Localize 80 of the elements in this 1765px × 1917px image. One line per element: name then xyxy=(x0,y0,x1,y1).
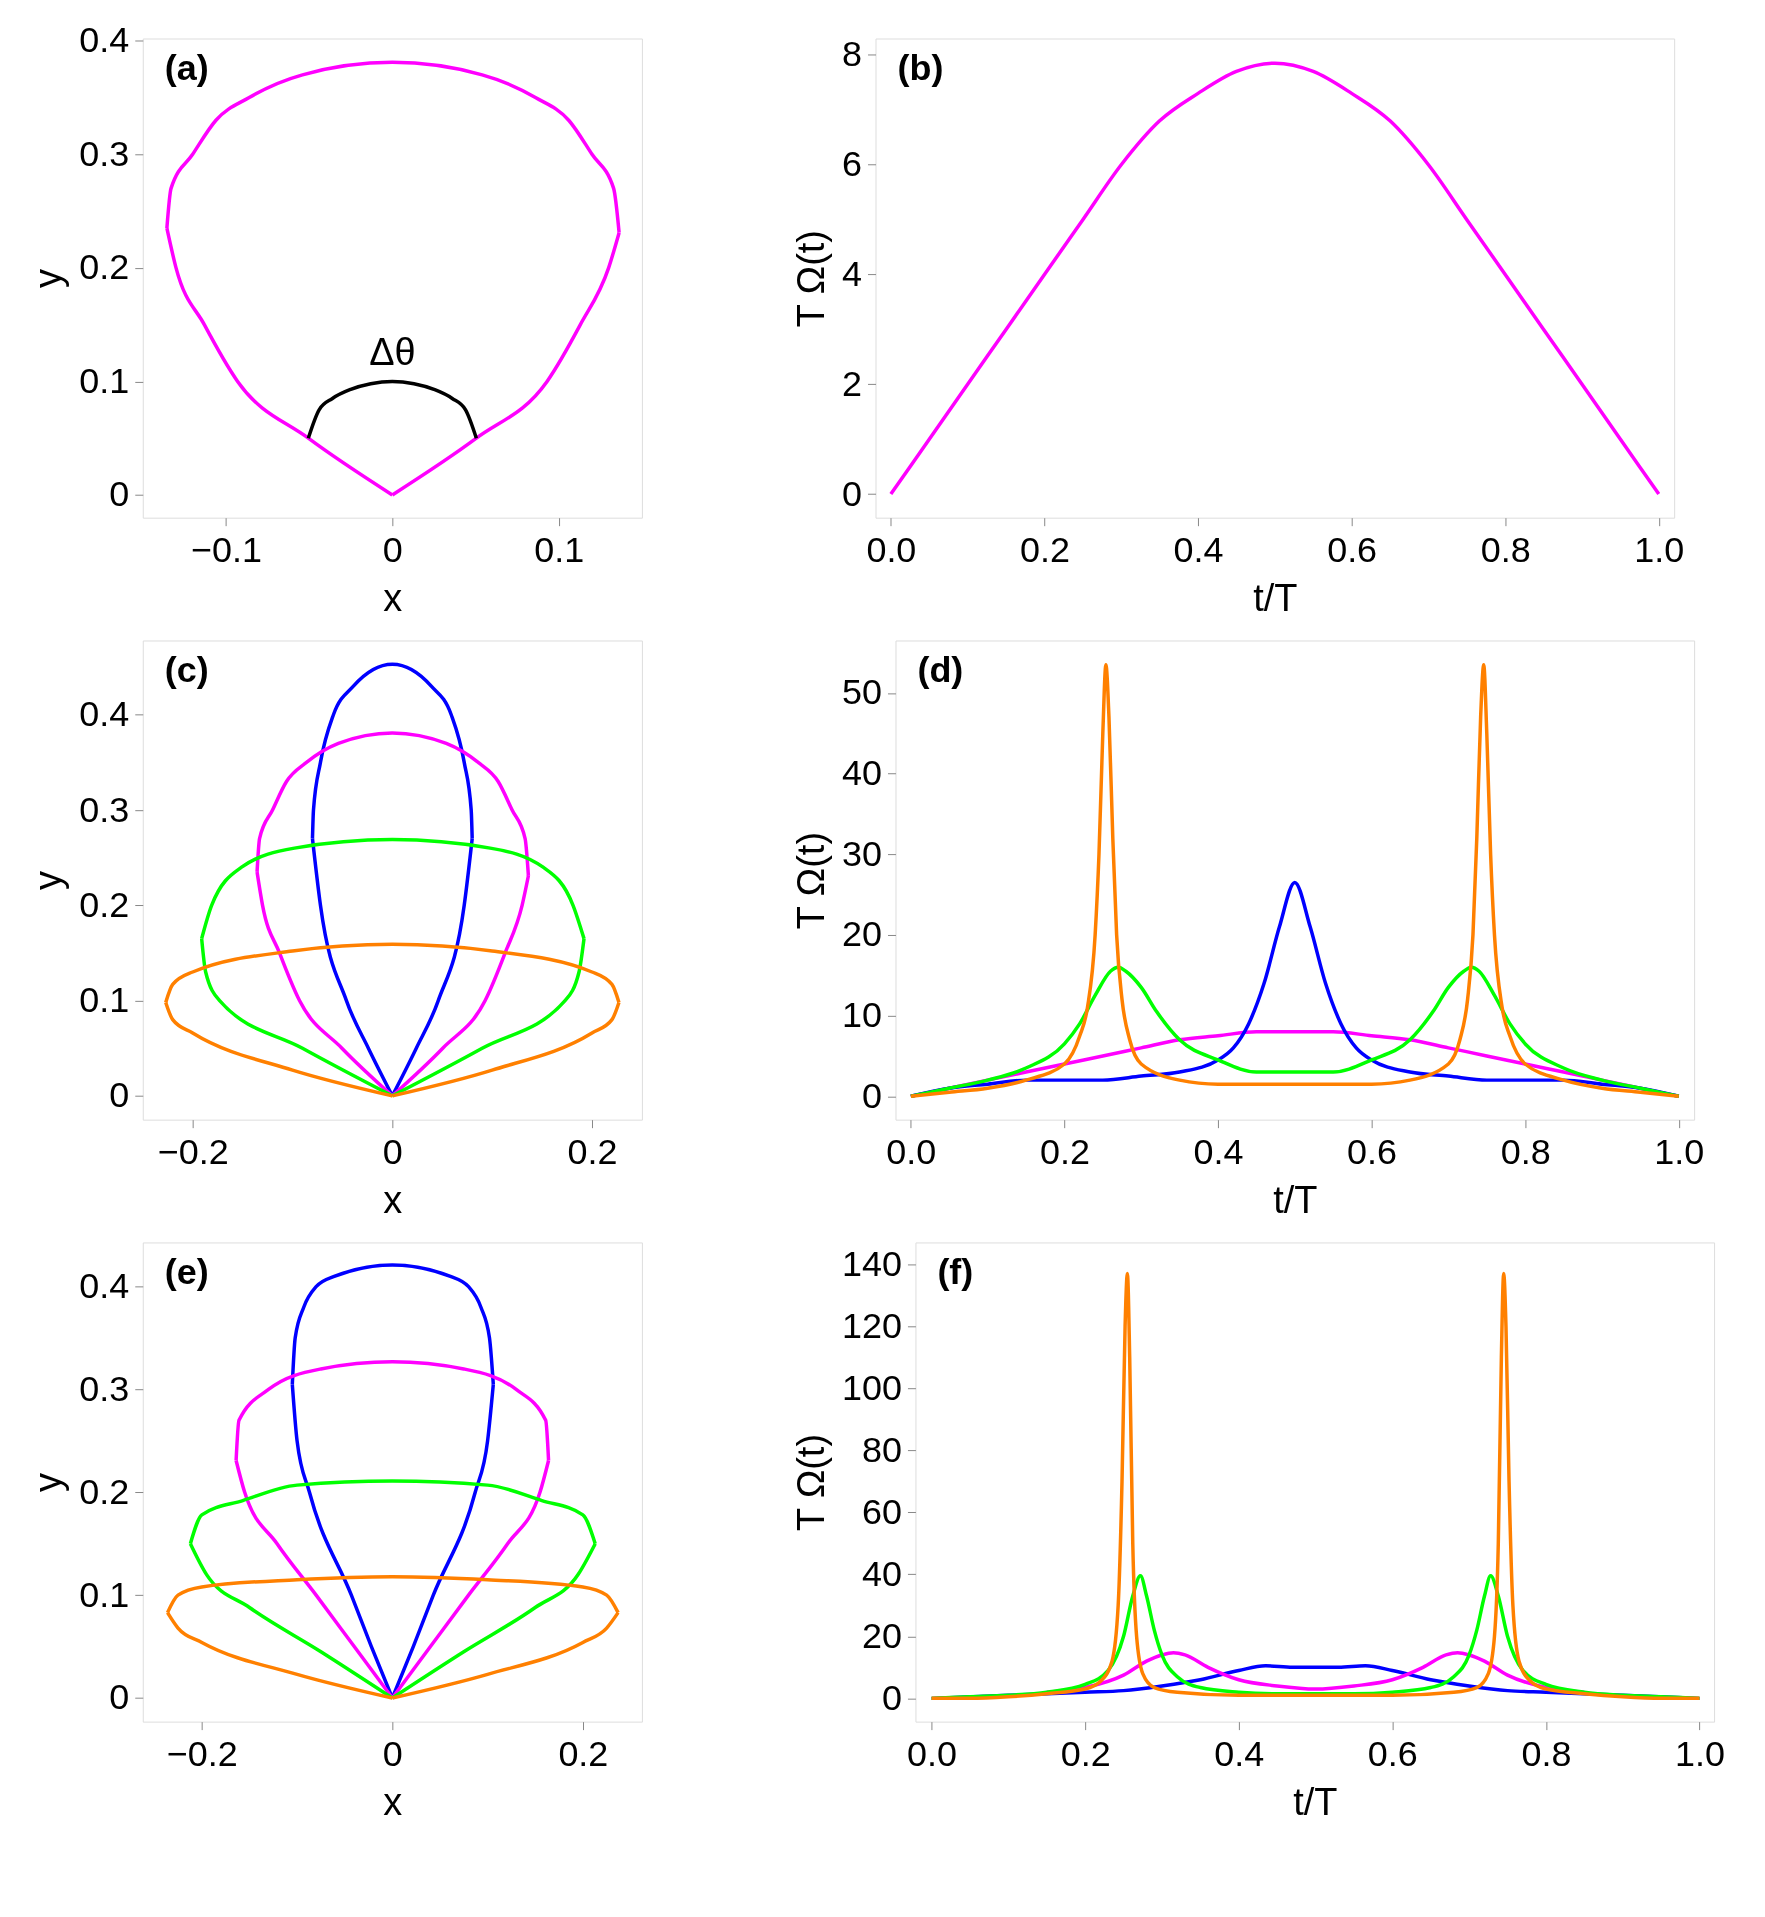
annotation: (a) xyxy=(164,47,209,89)
x-tick-label: 0.0 xyxy=(866,529,917,571)
x-tick-label: −0.1 xyxy=(190,529,262,571)
y-tick-label: 0.2 xyxy=(79,246,130,288)
y-tick-label: 120 xyxy=(842,1304,902,1346)
y-axis-title: T Ω(t) xyxy=(790,1433,833,1532)
x-tick-label: 0.2 xyxy=(558,1733,609,1775)
y-tick-label: 40 xyxy=(862,1552,902,1594)
y-tick-label: 100 xyxy=(842,1366,902,1408)
x-tick-label: 0.1 xyxy=(534,529,585,571)
y-tick-label: 50 xyxy=(842,671,882,713)
x-tick-label: −0.2 xyxy=(157,1131,229,1173)
x-tick-label: 0.4 xyxy=(1173,529,1224,571)
y-tick-label: 0 xyxy=(842,472,863,514)
y-tick-label: 0.4 xyxy=(79,19,130,61)
x-tick-label: 1.0 xyxy=(1634,529,1685,571)
x-tick-label: 0.8 xyxy=(1480,529,1531,571)
y-tick-label: 2 xyxy=(842,362,863,404)
x-tick-label: 0.0 xyxy=(886,1131,937,1173)
annotation: (e) xyxy=(164,1251,209,1293)
x-tick-label: 0.2 xyxy=(1019,529,1070,571)
x-tick-label: 0 xyxy=(382,1733,403,1775)
x-tick-label: 0.8 xyxy=(1521,1733,1572,1775)
x-tick-label: −0.2 xyxy=(166,1733,238,1775)
y-tick-label: 40 xyxy=(842,752,882,794)
y-tick-label: 0 xyxy=(109,1074,130,1116)
annotation: (d) xyxy=(917,649,964,691)
y-axis-title: y xyxy=(27,1473,70,1493)
y-tick-label: 140 xyxy=(842,1242,902,1284)
x-tick-label: 0.0 xyxy=(907,1733,958,1775)
x-tick-label: 0.2 xyxy=(1060,1733,1111,1775)
x-tick-label: 0.4 xyxy=(1193,1131,1244,1173)
x-axis-title: x xyxy=(383,1780,403,1823)
y-tick-label: 30 xyxy=(842,832,882,874)
y-tick-label: 0.2 xyxy=(79,883,130,925)
y-tick-label: 0.3 xyxy=(79,788,130,830)
x-axis-title: t/T xyxy=(1273,1179,1318,1221)
x-tick-label: 0.6 xyxy=(1327,529,1378,571)
y-tick-label: 4 xyxy=(842,253,863,294)
x-axis-title: t/T xyxy=(1253,577,1298,620)
x-tick-label: 0 xyxy=(382,529,403,571)
y-tick-label: 0 xyxy=(109,1676,130,1718)
x-tick-label: 0.6 xyxy=(1367,1733,1418,1775)
y-tick-label: 0.4 xyxy=(79,1265,130,1307)
y-tick-label: 0.1 xyxy=(79,1573,130,1615)
x-tick-label: 0 xyxy=(382,1131,403,1173)
x-axis-title: x xyxy=(383,577,403,620)
y-tick-label: 0.2 xyxy=(79,1470,130,1512)
x-tick-label: 0.2 xyxy=(567,1131,618,1173)
annotation: (b) xyxy=(897,47,944,89)
y-axis-title: T Ω(t) xyxy=(790,230,833,328)
annotation: (f) xyxy=(937,1251,974,1293)
y-tick-label: 0.1 xyxy=(79,359,130,401)
y-tick-label: 10 xyxy=(842,994,882,1036)
y-tick-label: 20 xyxy=(842,913,882,955)
x-tick-label: 1.0 xyxy=(1675,1733,1725,1775)
x-tick-label: 0.2 xyxy=(1039,1131,1090,1173)
y-tick-label: 80 xyxy=(862,1428,902,1470)
x-tick-label: 1.0 xyxy=(1654,1131,1705,1173)
y-axis-title: y xyxy=(27,871,70,891)
y-tick-label: 6 xyxy=(842,143,863,185)
y-tick-label: 0.3 xyxy=(79,132,130,174)
x-tick-label: 0.4 xyxy=(1214,1733,1265,1775)
y-tick-label: 8 xyxy=(842,33,863,75)
x-axis-title: t/T xyxy=(1293,1780,1338,1823)
y-tick-label: 0 xyxy=(109,473,130,515)
y-tick-label: 0.1 xyxy=(79,979,130,1021)
y-tick-label: 0 xyxy=(862,1074,882,1116)
x-axis-title: x xyxy=(383,1179,403,1221)
x-tick-label: 0.6 xyxy=(1347,1131,1398,1173)
y-axis-title: T Ω(t) xyxy=(790,831,833,930)
y-tick-label: 0.3 xyxy=(79,1367,130,1409)
y-tick-label: 0.4 xyxy=(79,693,130,735)
y-tick-label: 60 xyxy=(862,1490,902,1532)
y-tick-label: 20 xyxy=(862,1614,902,1656)
annotation: Δθ xyxy=(369,331,416,374)
y-tick-label: 0 xyxy=(881,1676,902,1718)
x-tick-label: 0.8 xyxy=(1500,1131,1551,1173)
y-axis-title: y xyxy=(27,269,70,289)
annotation: (c) xyxy=(164,649,209,691)
